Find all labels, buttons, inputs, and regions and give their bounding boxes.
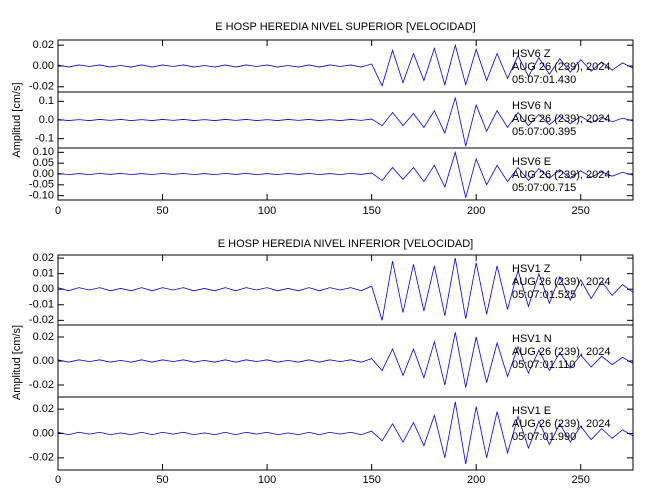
trace-annotation: AUG 26 (239), 2024: [512, 346, 610, 358]
waveform: [57, 401, 634, 464]
y-axis-label: Amplitud [cm/s]: [11, 325, 23, 400]
trace-annotation: AUG 26 (239), 2024: [512, 61, 610, 73]
x-tick-label: 0: [55, 474, 61, 486]
y-tick-label: 0.02: [33, 252, 54, 264]
y-tick-label: -0.02: [29, 379, 54, 391]
y-tick-label: 0.00: [33, 60, 54, 72]
y-tick-label: 0.00: [33, 283, 54, 295]
y-tick-label: -0.10: [29, 190, 54, 202]
trace-annotation: 05:07:00.395: [512, 126, 576, 138]
chart-title: E HOSP HEREDIA NIVEL INFERIOR [VELOCIDAD…: [218, 238, 474, 250]
x-tick-label: 150: [362, 205, 380, 217]
trace-annotation: HSV1 E: [512, 405, 551, 417]
chart-title: E HOSP HEREDIA NIVEL SUPERIOR [VELOCIDAD…: [215, 21, 475, 33]
y-tick-label: -0.1: [35, 133, 54, 145]
y-tick-label: -0.01: [29, 299, 54, 311]
x-tick-label: 50: [156, 474, 168, 486]
trace-annotation: HSV6 Z: [512, 48, 551, 60]
trace-annotation: 05:07:01.430: [512, 74, 576, 86]
panel-frame: [57, 147, 634, 201]
y-tick-label: -0.02: [29, 81, 54, 93]
x-tick-label: 200: [467, 205, 485, 217]
x-tick-label: 0: [55, 205, 61, 217]
panel-frame: [57, 396, 634, 471]
x-tick-label: 150: [362, 474, 380, 486]
waveform: [57, 97, 634, 147]
y-tick-label: 0.0: [39, 114, 54, 126]
y-tick-label: 0.00: [33, 355, 54, 367]
y-tick-label: 0.10: [33, 146, 54, 158]
y-tick-label: 0.00: [33, 427, 54, 439]
y-tick-label: -0.02: [29, 452, 54, 464]
x-tick-label: 100: [258, 205, 276, 217]
trace-annotation: HSV1 Z: [512, 263, 551, 275]
y-tick-label: 0.02: [33, 331, 54, 343]
trace-annotation: HSV6 N: [512, 100, 552, 112]
y-tick-label: 0.05: [33, 157, 54, 169]
x-tick-label: 250: [572, 474, 590, 486]
trace-annotation: 05:07:01.525: [512, 289, 576, 301]
trace-annotation: AUG 26 (239), 2024: [512, 418, 610, 430]
trace-annotation: 05:07:01.990: [512, 431, 576, 443]
y-tick-label: -0.02: [29, 314, 54, 326]
x-tick-label: 250: [572, 205, 590, 217]
trace-annotation: 05:07:00.715: [512, 182, 576, 194]
waveform: [57, 258, 634, 321]
waveform: [57, 150, 634, 198]
y-axis-label: Amplitud [cm/s]: [11, 82, 23, 157]
trace-annotation: AUG 26 (239), 2024: [512, 276, 610, 288]
x-tick-label: 100: [258, 474, 276, 486]
trace-annotation: HSV1 N: [512, 333, 552, 345]
y-tick-label: 0.00: [33, 168, 54, 180]
y-tick-label: 0.01: [33, 268, 54, 280]
x-tick-label: 200: [467, 474, 485, 486]
y-tick-label: -0.05: [29, 179, 54, 191]
trace-annotation: 05:07:01.110: [512, 359, 575, 371]
trace-annotation: HSV6 E: [512, 156, 551, 168]
trace-annotation: AUG 26 (239), 2024: [512, 113, 610, 125]
trace-annotation: AUG 26 (239), 2024: [512, 169, 610, 181]
y-tick-label: 0.02: [33, 403, 54, 415]
x-tick-label: 50: [156, 205, 168, 217]
waveform: [57, 43, 634, 87]
y-tick-label: 0.02: [33, 39, 54, 51]
y-tick-label: 0.1: [39, 95, 54, 107]
waveform: [57, 332, 634, 388]
